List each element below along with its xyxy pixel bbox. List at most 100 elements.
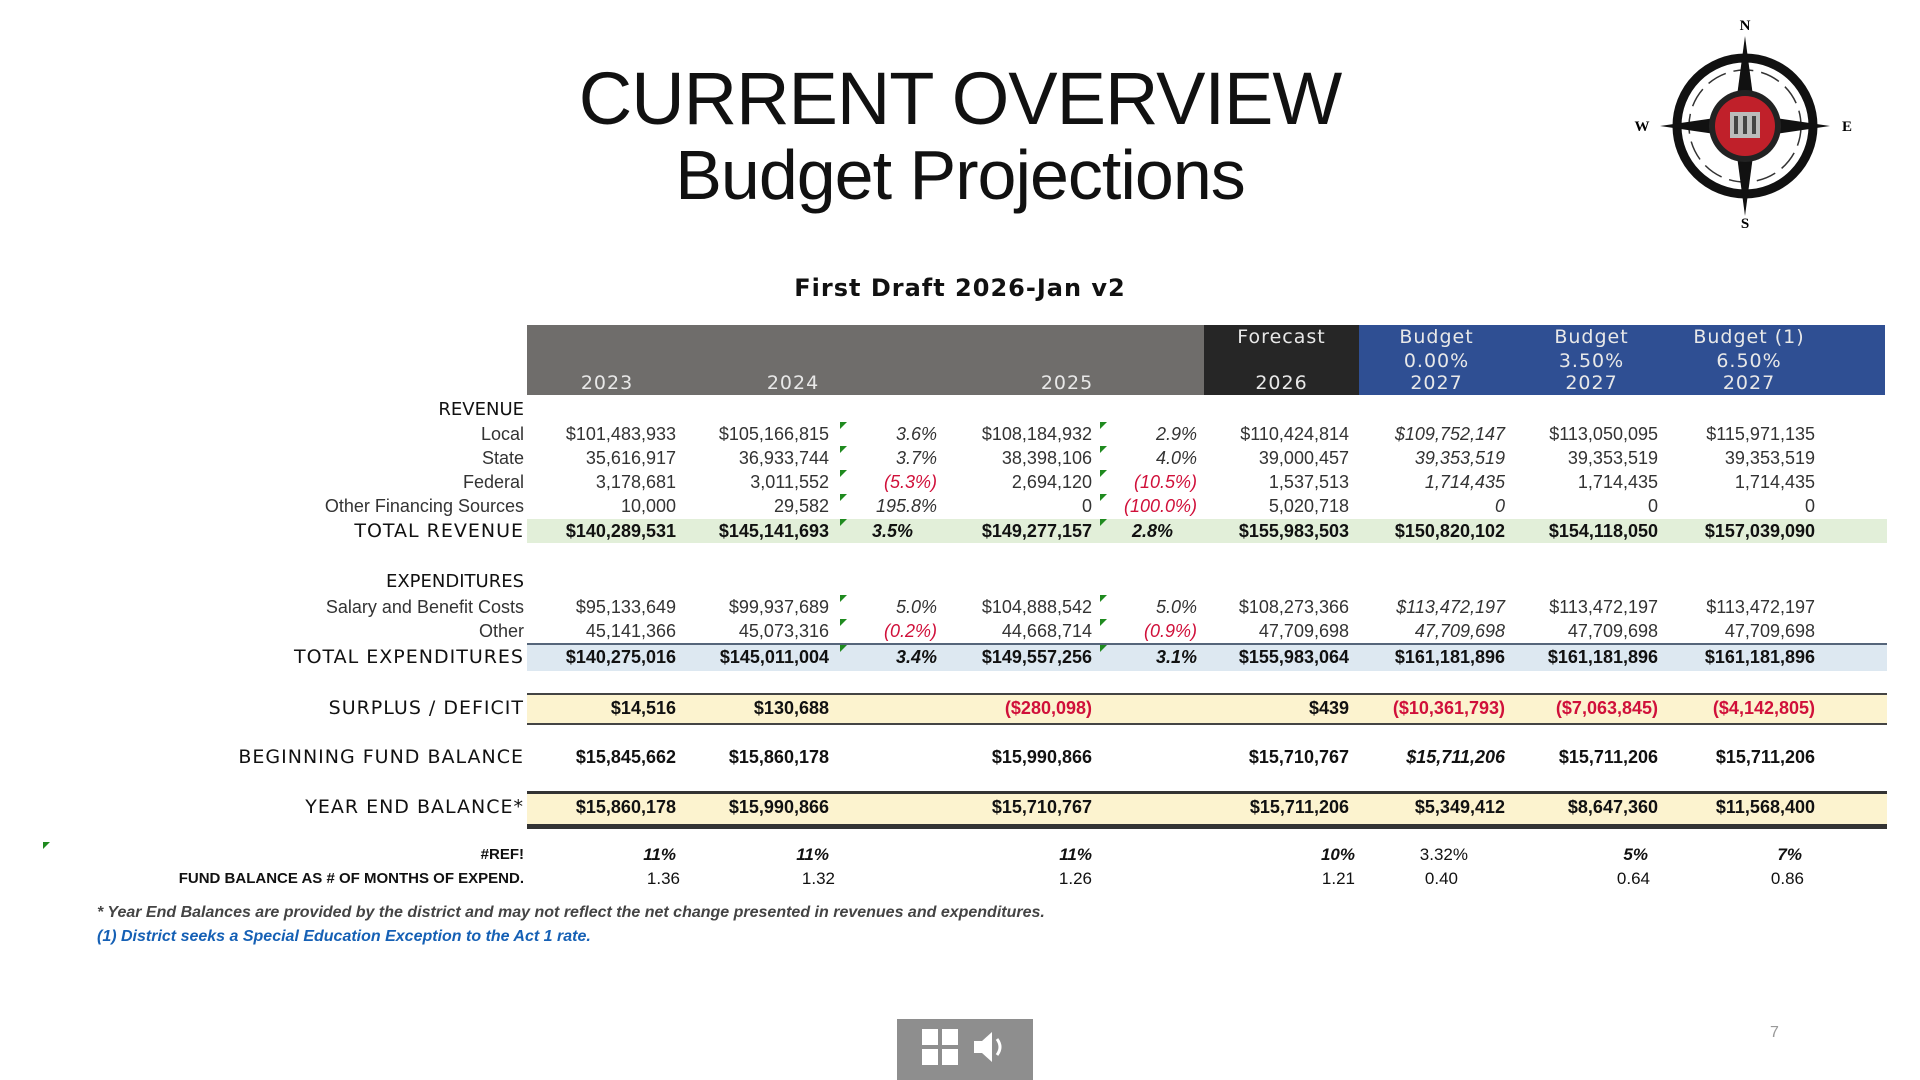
- cell: $15,860,178: [728, 747, 829, 767]
- cell: 3,011,552: [750, 472, 829, 492]
- cell: $145,141,693: [718, 521, 829, 541]
- cell: $104,888,542: [981, 597, 1092, 617]
- row-label: SURPLUS / DEFICIT: [328, 697, 524, 719]
- expenditures-label: EXPENDITURES: [385, 571, 524, 592]
- cell: 29,582: [773, 496, 829, 516]
- cell: 38,398,106: [1001, 448, 1092, 468]
- cell-pct: 5.0%: [1155, 597, 1197, 617]
- row-label: BEGINNING FUND BALANCE: [238, 746, 524, 768]
- slide-title: CURRENT OVERVIEW: [578, 57, 1342, 140]
- cell: $101,483,933: [565, 424, 676, 444]
- row-label: TOTAL EXPENDITURES: [293, 646, 524, 668]
- comment-flag-icon: [840, 619, 847, 626]
- cell: 7%: [1777, 845, 1802, 864]
- cell: ($4,142,805): [1712, 698, 1815, 718]
- row-label: Other Financing Sources: [324, 496, 524, 516]
- header-budget: Budget 0.00% 2027 Budget 3.50% 2027 Budg…: [1359, 325, 1885, 395]
- header-year-2023: 2023: [580, 372, 634, 394]
- cell: $105,166,815: [718, 424, 829, 444]
- cell: 1,714,435: [1424, 472, 1505, 492]
- row-label: Other: [478, 621, 524, 641]
- cell: $113,472,197: [1549, 597, 1658, 617]
- cell: $154,118,050: [1548, 521, 1658, 541]
- cell: $108,184,932: [981, 424, 1092, 444]
- total-expenditures-band: [527, 643, 1887, 671]
- cell: 11%: [1059, 845, 1092, 864]
- footnote-year-end: * Year End Balances are provided by the …: [97, 904, 1045, 921]
- comment-flag-icon: [840, 519, 847, 526]
- header-budget-0-label: Budget: [1399, 326, 1474, 348]
- comment-flag-icon: [1100, 645, 1107, 652]
- comment-flag-icon: [840, 422, 847, 429]
- cell: ($7,063,845): [1555, 698, 1658, 718]
- cell-pct: (0.2%): [883, 621, 937, 641]
- cell-pct: 2.8%: [1131, 521, 1173, 541]
- comment-flag-icon: [840, 595, 847, 602]
- cell-pct: (100.0%): [1123, 496, 1197, 516]
- comment-flag-icon: [1100, 519, 1107, 526]
- svg-text:S: S: [1741, 216, 1749, 232]
- cell-pct: (10.5%): [1133, 472, 1197, 492]
- header-year-2024: 2024: [766, 372, 820, 394]
- cell: 10,000: [620, 496, 676, 516]
- cell: $109,752,147: [1394, 424, 1505, 444]
- draft-title: First Draft 2026-Jan v2: [794, 274, 1126, 302]
- revenue-label: REVENUE: [438, 399, 524, 420]
- cell: 1.36: [646, 869, 680, 888]
- beginning-balance-row: BEGINNING FUND BALANCE $15,845,662 $15,8…: [0, 745, 1920, 769]
- cell: 39,000,457: [1258, 448, 1349, 468]
- header-budget-0-rate: 0.00%: [1403, 350, 1470, 372]
- cell: 47,709,698: [1724, 621, 1815, 641]
- cell: $5,349,412: [1414, 797, 1505, 817]
- cell: $149,557,256: [981, 647, 1092, 667]
- comment-flag-icon: [840, 494, 847, 501]
- cell: 0: [1647, 496, 1658, 516]
- cell: $150,820,102: [1394, 521, 1505, 541]
- header-budget-65-rate: 6.50%: [1716, 350, 1782, 372]
- comment-flag-icon: [1100, 446, 1107, 453]
- comment-flag-icon: [1100, 470, 1107, 477]
- cell: $161,181,896: [1394, 647, 1505, 667]
- cell: $99,937,689: [728, 597, 829, 617]
- cell-pct: 4.0%: [1155, 448, 1197, 468]
- row-label: YEAR END BALANCE*: [305, 796, 524, 818]
- cell: 1,537,513: [1268, 472, 1349, 492]
- cell: $113,472,197: [1706, 597, 1815, 617]
- cell: 36,933,744: [738, 448, 829, 468]
- cell: 1,714,435: [1734, 472, 1815, 492]
- cell: $155,983,064: [1238, 647, 1349, 667]
- cell: 45,141,366: [585, 621, 676, 641]
- slide-subtitle: Budget Projections: [675, 136, 1246, 214]
- cell: 0.64: [1616, 869, 1650, 888]
- table-row: Salary and Benefit Costs $95,133,649 $99…: [0, 595, 1920, 619]
- compass-seal-icon: N S W E: [1635, 18, 1853, 232]
- cell: $145,011,004: [719, 647, 829, 667]
- row-label: State: [481, 448, 524, 468]
- cell: 47,709,698: [1414, 621, 1505, 641]
- cell: 10%: [1320, 845, 1355, 864]
- cell: ($280,098): [1004, 698, 1092, 718]
- cell: 45,073,316: [738, 621, 829, 641]
- header-budget-35-rate: 3.50%: [1558, 350, 1625, 372]
- cell: $113,472,197: [1396, 597, 1505, 617]
- speaker-icon[interactable]: [970, 1027, 1010, 1072]
- comment-flag-icon: [43, 842, 50, 849]
- row-label: FUND BALANCE AS # OF MONTHS OF EXPEND.: [178, 870, 524, 887]
- months-row: FUND BALANCE AS # OF MONTHS OF EXPEND. 1…: [0, 867, 1920, 891]
- cell: 39,353,519: [1414, 448, 1505, 468]
- grid-icon[interactable]: [920, 1027, 960, 1072]
- cell: $140,275,016: [565, 647, 676, 667]
- row-label: TOTAL REVENUE: [354, 520, 524, 542]
- total-revenue-band: [527, 519, 1887, 543]
- header-year-2027-a: 2027: [1410, 372, 1463, 394]
- cell-pct: (5.3%): [883, 472, 937, 492]
- row-label: Local: [480, 424, 524, 444]
- comment-flag-icon: [840, 645, 847, 652]
- cell: 1.26: [1058, 869, 1092, 888]
- cell: 3,178,681: [595, 472, 676, 492]
- cell: $15,711,206: [1406, 747, 1505, 767]
- row-label: #REF!: [480, 846, 524, 863]
- cell: $155,983,503: [1238, 521, 1349, 541]
- table-row: Federal 3,178,681 3,011,552 (5.3%) 2,694…: [0, 470, 1920, 494]
- cell: 0: [1081, 496, 1092, 516]
